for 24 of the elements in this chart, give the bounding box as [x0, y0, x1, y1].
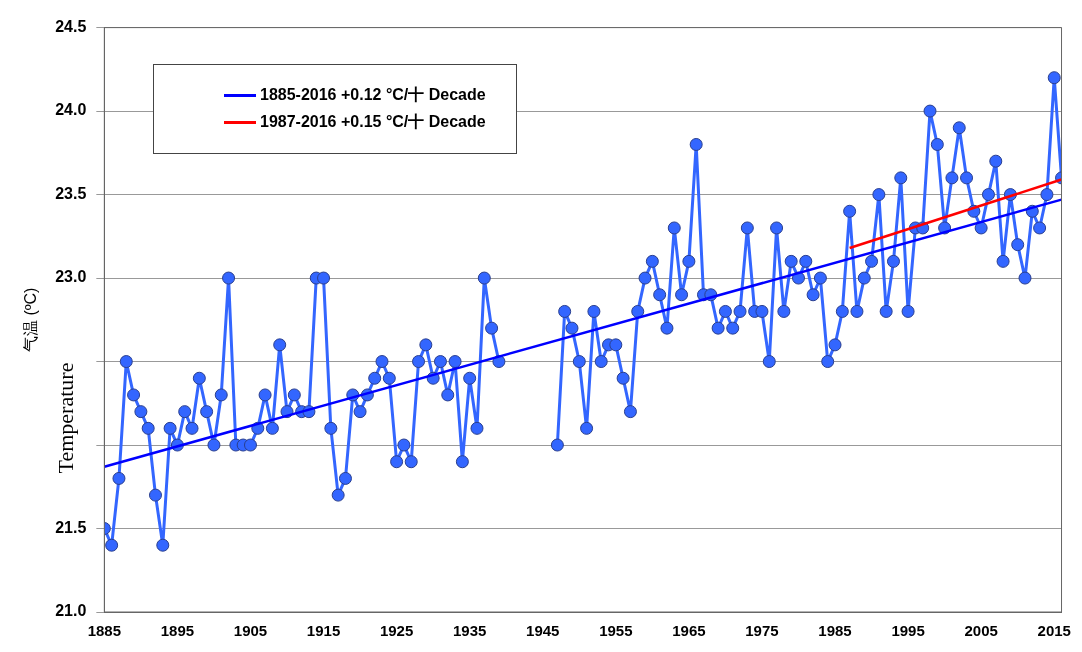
y-tick-label: 21.5: [55, 518, 87, 536]
y-tick-label: 24.0: [55, 101, 87, 119]
y-tick-label: 23.0: [55, 268, 87, 286]
x-tick-label: 1885: [87, 622, 122, 640]
x-tick-label: 1975: [745, 622, 779, 640]
text: Temperature: [53, 362, 79, 474]
y-tick-label: 24.5: [55, 18, 87, 36]
y-axis-title: 气温 (ºC): [22, 287, 40, 353]
x-tick-label: 1895: [160, 622, 195, 640]
x-tick-label: 1985: [818, 622, 852, 640]
x-tick-label: 1925: [379, 622, 414, 640]
x-tick-label: 2015: [1037, 622, 1071, 640]
y-tick-label: 23.5: [55, 184, 87, 202]
x-tick-label: 1955: [599, 622, 633, 640]
x-tick-label: 2005: [964, 622, 998, 640]
x-tick-label: 1905: [233, 622, 268, 640]
x-tick-label: 1915: [306, 622, 341, 640]
x-tick-label: 1995: [891, 622, 925, 640]
x-tick-label: 1935: [452, 622, 487, 640]
y-tick-label: 21.0: [55, 602, 87, 620]
x-tick-label: 1945: [526, 622, 560, 640]
legend-label: 1885-2016 +0.12 °C/十 Decade: [260, 85, 486, 105]
legend-label: 1987-2016 +0.15 °C/十 Decade: [260, 112, 486, 132]
x-tick-label: 1965: [672, 622, 706, 640]
